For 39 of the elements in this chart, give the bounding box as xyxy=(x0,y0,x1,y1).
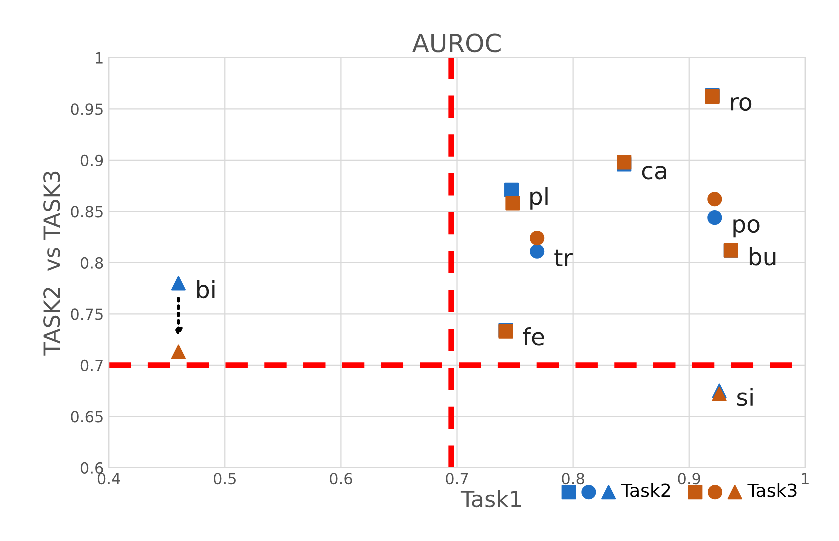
x-tick-label: 0.4 xyxy=(98,473,120,485)
annotation: si xyxy=(738,388,753,406)
x-tick-label: 0.5 xyxy=(214,473,236,485)
legend-label: Task3 xyxy=(748,483,797,498)
annotation: po xyxy=(734,219,760,238)
annotation: fe xyxy=(523,327,544,346)
point xyxy=(530,231,545,246)
x-tick-label: 0.7 xyxy=(446,473,468,485)
point xyxy=(171,344,186,360)
annotation: ro xyxy=(731,97,752,112)
annotation: pl xyxy=(530,187,548,210)
y-tick-label: 0.9 xyxy=(80,154,104,166)
legend-label: Task2 xyxy=(621,483,670,498)
point xyxy=(708,210,722,226)
y-tick-label: 1 xyxy=(96,52,103,64)
x-tick-label: 0.9 xyxy=(678,473,700,485)
y-tick-label: 0.75 xyxy=(71,308,103,320)
annotation: bi xyxy=(198,280,215,299)
chart-title: AUROC xyxy=(412,34,501,53)
y-tick-label: 0.6 xyxy=(80,462,104,474)
y-tick-label: 0.95 xyxy=(71,104,103,116)
y-tick-label: 0.8 xyxy=(80,257,104,269)
y-axis-title: TASK2 vs TASK3 xyxy=(44,172,60,356)
annotation: bu xyxy=(750,248,776,266)
point xyxy=(530,244,545,259)
x-tick-label: 0.8 xyxy=(562,473,584,485)
y-tick-label: 0.7 xyxy=(80,360,103,372)
y-tick-label: 0.85 xyxy=(71,206,103,218)
x-axis-title: Task1 xyxy=(460,490,522,508)
x-tick-label: 0.6 xyxy=(330,473,352,485)
annotation: ca xyxy=(642,166,666,180)
point xyxy=(504,182,520,198)
point xyxy=(506,196,520,211)
point xyxy=(708,192,722,207)
point xyxy=(712,386,727,402)
y-tick-label: 0.65 xyxy=(71,411,103,423)
x-tick-label: 1 xyxy=(802,473,809,484)
point xyxy=(171,276,186,291)
annotation: tr xyxy=(554,250,573,266)
